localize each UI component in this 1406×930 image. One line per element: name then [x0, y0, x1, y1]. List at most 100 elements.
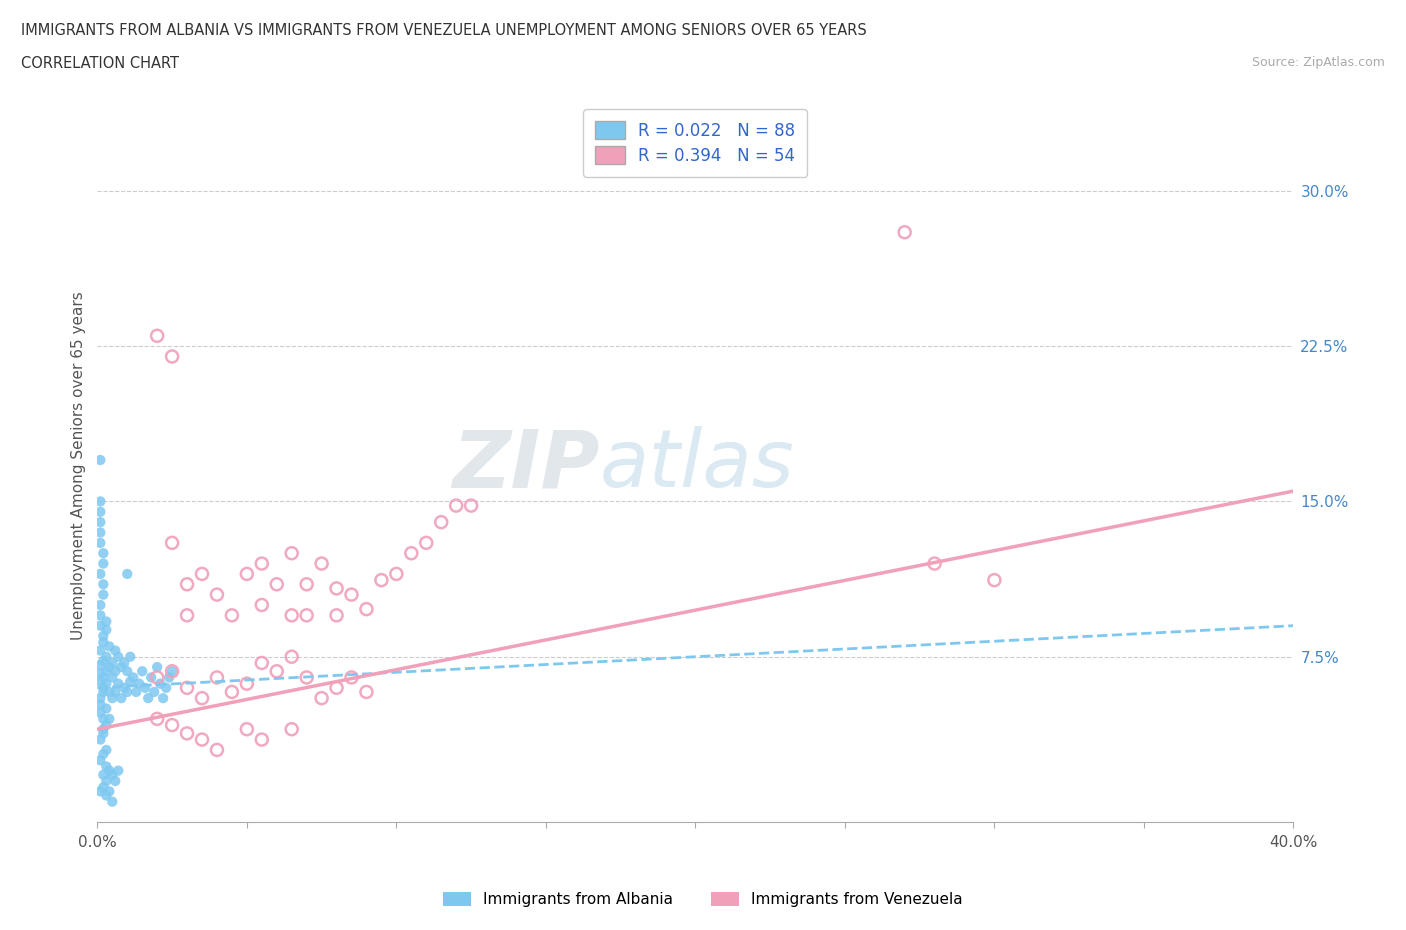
Point [89, 732, 111, 747]
Point [160, 718, 183, 733]
Point [221, 684, 243, 699]
Point [91, 635, 114, 650]
Point [110, 691, 132, 706]
Point [91, 670, 114, 684]
Point [104, 643, 127, 658]
Point [250, 732, 273, 747]
Point [98, 659, 121, 674]
Point [89, 494, 111, 509]
Point [325, 681, 347, 696]
Point [104, 774, 127, 789]
Point [101, 656, 124, 671]
Point [89, 643, 111, 658]
Point [107, 649, 129, 664]
Point [356, 684, 378, 699]
Point [98, 711, 121, 726]
Point [444, 498, 467, 513]
Point [143, 684, 166, 699]
Point [191, 566, 214, 581]
Point [120, 674, 142, 689]
Point [160, 536, 183, 551]
Point [295, 608, 318, 623]
Point [96, 664, 118, 679]
Point [370, 573, 392, 588]
Point [104, 664, 127, 679]
Point [117, 664, 139, 679]
Point [91, 556, 114, 571]
Point [141, 670, 163, 684]
Point [176, 681, 198, 696]
Point [157, 670, 180, 684]
Point [311, 556, 333, 571]
Point [112, 656, 135, 671]
Point [89, 453, 111, 468]
Point [155, 681, 177, 696]
Point [176, 726, 198, 741]
Point [101, 794, 124, 809]
Point [89, 536, 111, 551]
Point [89, 514, 111, 529]
Y-axis label: Unemployment Among Seniors over 65 years: Unemployment Among Seniors over 65 years [72, 291, 86, 640]
Point [96, 788, 118, 803]
Point [120, 649, 142, 664]
Point [280, 649, 302, 664]
Point [89, 691, 111, 706]
Point [96, 622, 118, 637]
Point [91, 779, 114, 794]
Point [325, 581, 347, 596]
Point [221, 608, 243, 623]
Point [98, 684, 121, 699]
Point [236, 676, 259, 691]
Point [430, 514, 453, 529]
Point [266, 577, 288, 591]
Point [205, 670, 228, 684]
Point [250, 656, 273, 671]
Point [91, 577, 114, 591]
Text: IMMIGRANTS FROM ALBANIA VS IMMIGRANTS FROM VENEZUELA UNEMPLOYMENT AMONG SENIORS : IMMIGRANTS FROM ALBANIA VS IMMIGRANTS FR… [21, 23, 868, 38]
Point [295, 577, 318, 591]
Point [236, 566, 259, 581]
Text: Source: ZipAtlas.com: Source: ZipAtlas.com [1251, 56, 1385, 69]
Point [98, 639, 121, 654]
Point [117, 684, 139, 699]
Point [101, 670, 124, 684]
Point [89, 697, 111, 711]
Point [280, 608, 302, 623]
Point [311, 691, 333, 706]
Point [89, 674, 111, 689]
Point [89, 705, 111, 720]
Point [125, 684, 148, 699]
Point [149, 676, 172, 691]
Point [295, 670, 318, 684]
Point [98, 784, 121, 799]
Point [236, 722, 259, 737]
Point [96, 759, 118, 774]
Point [146, 711, 169, 726]
Point [89, 658, 111, 672]
Text: atlas: atlas [600, 426, 794, 504]
Point [107, 676, 129, 691]
Point [191, 691, 214, 706]
Point [110, 659, 132, 674]
Point [89, 753, 111, 768]
Point [91, 684, 114, 699]
Point [160, 664, 183, 679]
Point [89, 608, 111, 623]
Point [340, 670, 363, 684]
Point [91, 722, 114, 737]
Point [356, 602, 378, 617]
Point [160, 664, 183, 679]
Point [460, 498, 482, 513]
Point [96, 774, 118, 789]
Legend: R = 0.022   N = 88, R = 0.394   N = 54: R = 0.022 N = 88, R = 0.394 N = 54 [583, 109, 807, 177]
Point [89, 598, 111, 613]
Point [117, 566, 139, 581]
Point [893, 225, 915, 240]
Point [91, 546, 114, 561]
Point [134, 681, 156, 696]
Point [250, 556, 273, 571]
Point [924, 556, 946, 571]
Point [89, 525, 111, 540]
Point [91, 629, 114, 644]
Point [250, 598, 273, 613]
